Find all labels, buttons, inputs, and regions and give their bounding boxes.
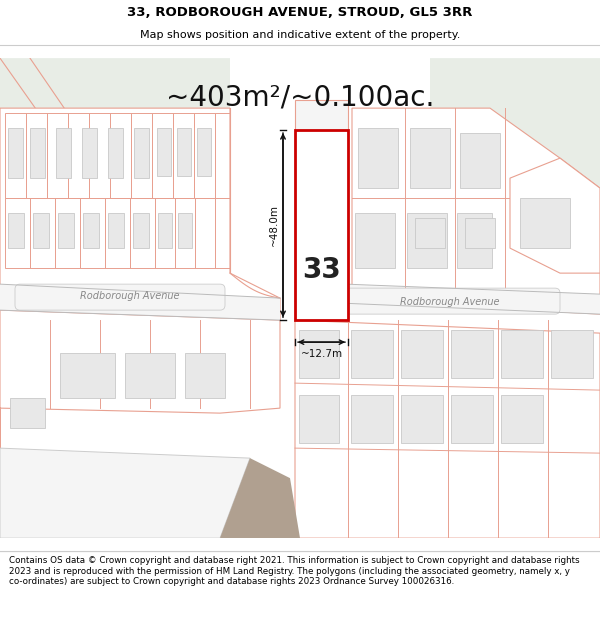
Bar	[58, 213, 74, 248]
Bar	[60, 353, 115, 398]
Bar	[185, 353, 225, 398]
Bar	[89, 113, 110, 198]
Bar	[125, 353, 175, 398]
Bar	[178, 213, 192, 248]
Bar	[457, 213, 492, 268]
Bar	[131, 113, 152, 198]
Polygon shape	[220, 458, 300, 538]
Bar	[8, 213, 24, 248]
Bar	[295, 130, 348, 320]
Bar	[460, 133, 500, 188]
Bar	[110, 113, 131, 198]
Bar	[551, 330, 593, 378]
Bar	[108, 213, 124, 248]
Bar	[451, 330, 493, 378]
Polygon shape	[510, 158, 600, 273]
Bar	[465, 218, 495, 248]
Text: Map shows position and indicative extent of the property.: Map shows position and indicative extent…	[140, 30, 460, 40]
Bar	[177, 128, 191, 176]
Bar	[130, 198, 155, 268]
Bar	[30, 198, 55, 268]
Text: ~403m²/~0.100ac.: ~403m²/~0.100ac.	[166, 83, 434, 111]
Bar	[175, 198, 195, 268]
Polygon shape	[0, 108, 280, 320]
Bar	[451, 395, 493, 443]
Polygon shape	[0, 310, 280, 538]
Bar	[195, 198, 215, 268]
Polygon shape	[0, 448, 250, 538]
Bar	[157, 128, 171, 176]
Polygon shape	[352, 108, 600, 314]
Polygon shape	[0, 284, 280, 320]
FancyBboxPatch shape	[15, 284, 225, 310]
Bar	[295, 100, 348, 130]
Bar	[351, 395, 393, 443]
Text: Contains OS data © Crown copyright and database right 2021. This information is : Contains OS data © Crown copyright and d…	[9, 556, 580, 586]
Bar	[197, 128, 211, 176]
Text: ~12.7m: ~12.7m	[301, 349, 343, 359]
Bar	[82, 128, 97, 178]
Bar	[133, 213, 149, 248]
Bar	[501, 330, 543, 378]
Bar	[33, 213, 49, 248]
Bar	[108, 128, 123, 178]
Bar	[355, 213, 395, 268]
Polygon shape	[410, 58, 600, 273]
Bar	[415, 218, 445, 248]
Bar	[407, 213, 447, 268]
Bar	[134, 128, 149, 178]
Text: 33, RODBOROUGH AVENUE, STROUD, GL5 3RR: 33, RODBOROUGH AVENUE, STROUD, GL5 3RR	[127, 6, 473, 19]
Bar	[401, 330, 443, 378]
Bar	[55, 198, 80, 268]
Bar	[8, 128, 23, 178]
Bar	[351, 330, 393, 378]
Bar	[5, 113, 26, 198]
Polygon shape	[295, 282, 600, 314]
Bar	[80, 198, 105, 268]
Bar	[215, 113, 230, 198]
Bar	[30, 128, 45, 178]
Bar	[83, 213, 99, 248]
Bar	[358, 128, 398, 188]
Bar	[155, 198, 175, 268]
Bar	[68, 113, 89, 198]
Polygon shape	[295, 320, 600, 538]
Bar	[56, 128, 71, 178]
Bar	[410, 128, 450, 188]
Text: Rodborough Avenue: Rodborough Avenue	[80, 291, 180, 301]
Bar	[26, 113, 47, 198]
Text: Rodborough Avenue: Rodborough Avenue	[400, 297, 500, 307]
Text: ~48.0m: ~48.0m	[269, 204, 279, 246]
Bar	[401, 395, 443, 443]
Bar	[215, 198, 230, 268]
Bar	[173, 113, 194, 198]
Bar	[299, 395, 339, 443]
Bar	[105, 198, 130, 268]
Bar	[47, 113, 68, 198]
Bar	[5, 198, 30, 268]
Bar	[501, 395, 543, 443]
Text: 33: 33	[302, 256, 341, 284]
Polygon shape	[0, 58, 230, 273]
Bar	[152, 113, 173, 198]
FancyBboxPatch shape	[335, 288, 560, 314]
Bar	[10, 398, 45, 428]
Bar	[158, 213, 172, 248]
Bar	[299, 330, 339, 378]
Bar	[520, 198, 570, 248]
Bar	[194, 113, 215, 198]
